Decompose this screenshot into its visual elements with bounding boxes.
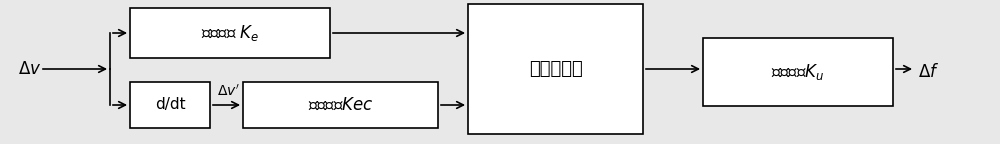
Bar	[130, 82, 210, 128]
Text: 量化因子$Kec$: 量化因子$Kec$	[308, 96, 373, 114]
Bar	[130, 8, 330, 58]
Text: d/dt: d/dt	[155, 97, 185, 112]
Text: $\Delta v$: $\Delta v$	[18, 60, 41, 78]
Bar	[468, 4, 643, 134]
Bar	[243, 82, 438, 128]
Text: 量化因子 $K_e$: 量化因子 $K_e$	[201, 23, 259, 43]
Text: $\Delta f$: $\Delta f$	[918, 63, 939, 81]
Text: $\Delta v'$: $\Delta v'$	[217, 83, 239, 99]
Text: 模糊控制器: 模糊控制器	[529, 60, 582, 78]
Bar	[703, 38, 893, 106]
Text: 比例因子$K_u$: 比例因子$K_u$	[771, 62, 825, 82]
